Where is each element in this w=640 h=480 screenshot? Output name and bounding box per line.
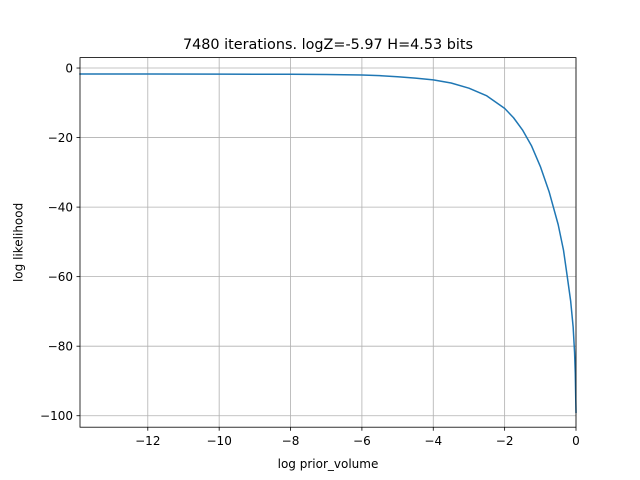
x-tick-label: −8 bbox=[282, 434, 300, 448]
chart-title: 7480 iterations. logZ=-5.97 H=4.53 bits bbox=[183, 37, 473, 53]
y-tick-label: −20 bbox=[48, 131, 73, 145]
x-tick-label: −6 bbox=[353, 434, 371, 448]
x-tick-label: 0 bbox=[572, 434, 580, 448]
y-tick-label: −100 bbox=[40, 409, 73, 423]
series-layer bbox=[79, 73, 577, 414]
plot-frame bbox=[79, 57, 577, 428]
series-line bbox=[79, 73, 577, 414]
x-tick-label: −2 bbox=[496, 434, 514, 448]
y-tick-label: −40 bbox=[48, 200, 73, 214]
y-axis: 0 −20 −40 −60 −80 −100 bbox=[40, 61, 80, 423]
x-axis: −12 −10 −8 −6 −4 −2 0 bbox=[135, 427, 580, 448]
x-axis-label: log prior_volume bbox=[278, 457, 379, 471]
grid bbox=[80, 57, 577, 428]
x-tick-label: −12 bbox=[135, 434, 160, 448]
y-tick-label: −80 bbox=[48, 339, 73, 353]
plot-area bbox=[80, 57, 576, 428]
y-tick-label: −60 bbox=[48, 270, 73, 284]
y-tick-label: 0 bbox=[65, 61, 73, 75]
y-axis-label: log likelihood bbox=[12, 203, 26, 282]
x-tick-label: −10 bbox=[207, 434, 232, 448]
x-tick-label: −4 bbox=[424, 434, 442, 448]
